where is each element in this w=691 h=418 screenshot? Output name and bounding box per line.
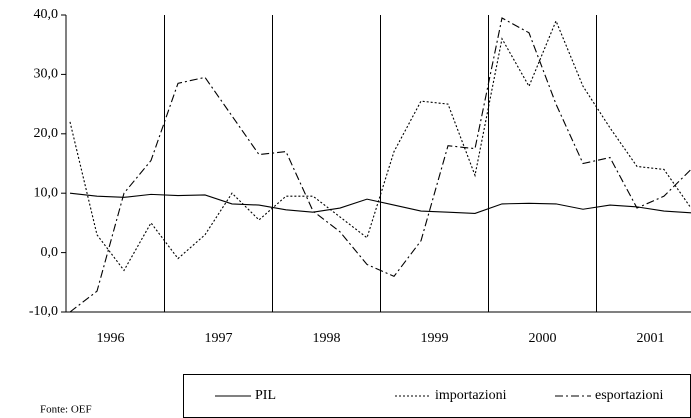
series-line xyxy=(69,19,691,272)
x-tick-label: 1999 xyxy=(421,331,449,346)
legend-label: PIL xyxy=(255,388,276,403)
y-tick-label: 10,0 xyxy=(34,185,59,200)
y-tick-label: 40,0 xyxy=(34,7,59,22)
source-note: Fonte: OEF xyxy=(40,404,92,416)
series-line xyxy=(69,17,691,313)
legend-label: importazioni xyxy=(435,388,507,403)
legend-label: esportazioni xyxy=(595,388,664,403)
y-tick-label: -10,0 xyxy=(29,304,58,319)
x-tick-label: 2001 xyxy=(637,331,665,346)
y-tick-label: 20,0 xyxy=(34,126,59,141)
series-line xyxy=(69,192,691,214)
y-tick-label: 0,0 xyxy=(41,245,59,260)
x-tick-label: 1997 xyxy=(205,331,233,346)
x-tick-label: 2000 xyxy=(529,331,557,346)
y-tick-label: 30,0 xyxy=(34,67,59,82)
x-tick-label: 1996 xyxy=(97,331,125,346)
x-tick-label: 1998 xyxy=(313,331,341,346)
